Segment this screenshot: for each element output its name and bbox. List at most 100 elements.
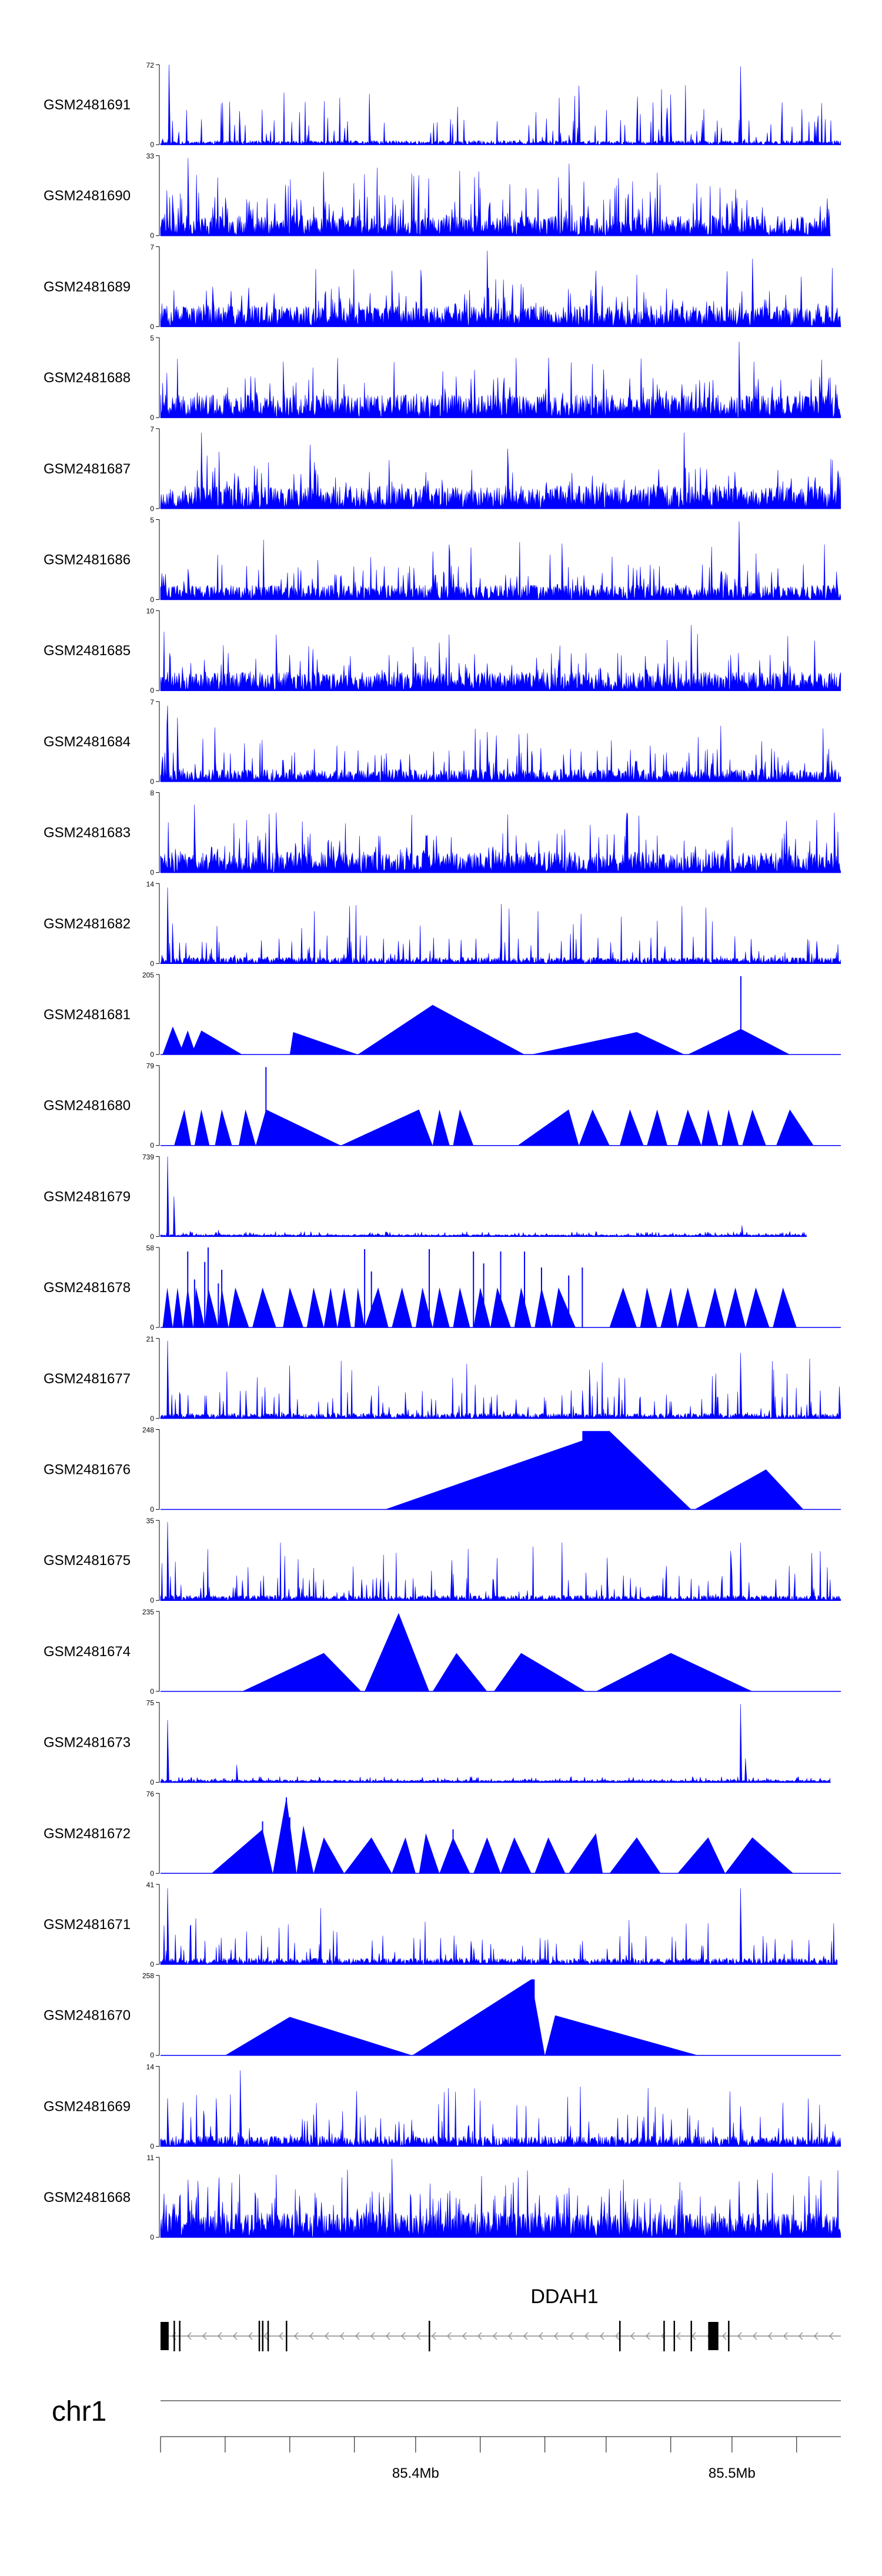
track-label: GSM2481669 (44, 2098, 131, 2114)
strand-arrow (615, 2332, 620, 2340)
coverage-segment (228, 1287, 249, 1328)
y-tick-label-max: 35 (146, 1517, 155, 1525)
coverage-segment (660, 1287, 678, 1328)
coverage-segment (432, 1287, 450, 1328)
coverage-segment (552, 1287, 576, 1328)
coverage-segment (365, 1613, 430, 1691)
track-label: GSM2481689 (44, 279, 131, 295)
coverage-area (160, 2158, 841, 2238)
track-label: GSM2481670 (44, 2008, 131, 2024)
y-tick-label-max: 11 (147, 2154, 155, 2162)
coverage-segment (493, 1653, 586, 1691)
y-tick-label-max: 10 (146, 607, 155, 615)
strand-arrow (233, 2332, 238, 2340)
track-label: GSM2481690 (44, 188, 131, 204)
coverage-area (160, 1704, 831, 1783)
exon (673, 2321, 676, 2351)
coverage-segment (531, 1032, 684, 1055)
coverage-segment (193, 1287, 205, 1328)
coverage-plateau (582, 1431, 610, 1510)
track: GSM2481671 41 0 (44, 1881, 838, 1968)
track: GSM2481690 33 0 (44, 152, 831, 240)
y-tick-label-max: 33 (146, 152, 155, 161)
y-tick-label-max: 7 (150, 698, 154, 706)
strand-arrow (493, 2332, 497, 2340)
coverage-area (160, 625, 841, 691)
chromosome-label: chr1 (52, 2396, 106, 2427)
track: GSM2481681 205 0 (44, 971, 841, 1059)
coverage-segment (432, 1109, 450, 1146)
coverage-segment (609, 1287, 637, 1328)
coverage-segment (306, 1287, 324, 1328)
coverage-segment (453, 1287, 470, 1328)
coverage-area (160, 2070, 841, 2147)
coverage-segment (415, 1287, 433, 1328)
strand-arrow (737, 2332, 742, 2340)
strand-arrow (829, 2332, 834, 2340)
y-tick-label-min: 0 (150, 1232, 154, 1240)
coverage-segment (358, 1005, 524, 1055)
coverage-segment (392, 1287, 413, 1328)
track-label: GSM2481682 (44, 916, 131, 932)
strand-arrow (263, 2332, 268, 2340)
track: GSM2481672 76 0 (44, 1790, 841, 1877)
coverage-segment (323, 1287, 338, 1328)
y-tick-label-min: 0 (150, 1687, 154, 1696)
track-label: GSM2481680 (44, 1098, 131, 1114)
coverage-segment (174, 1109, 192, 1146)
y-tick-label-min: 0 (150, 686, 154, 695)
y-tick-label-max: 5 (150, 516, 154, 525)
coverage-segment (419, 1833, 440, 1874)
track-label: GSM2481688 (44, 370, 131, 386)
strand-arrow (691, 2332, 696, 2340)
y-tick-label-max: 205 (142, 971, 154, 979)
coverage-segment (517, 1109, 579, 1146)
exon (728, 2321, 730, 2351)
y-tick-label-min: 0 (150, 1142, 154, 1150)
y-tick-label-max: 41 (146, 1881, 155, 1889)
y-tick-label-min: 0 (150, 959, 154, 967)
coverage-segment (194, 1109, 210, 1146)
strand-arrow (248, 2332, 253, 2340)
y-tick-label-min: 0 (150, 2142, 154, 2150)
y-tick-label-max: 5 (150, 334, 154, 342)
y-tick-label-min: 0 (150, 778, 154, 786)
y-tick-label-min: 0 (150, 505, 154, 513)
coverage-segment (283, 1287, 303, 1328)
strand-arrow (508, 2332, 513, 2340)
y-tick-label-min: 0 (150, 1414, 154, 1423)
coverage-segment (453, 1109, 474, 1146)
strand-arrow (676, 2332, 681, 2340)
track: GSM2481675 35 0 (44, 1517, 841, 1604)
coverage-segment (344, 1837, 392, 1874)
track: GSM2481674 235 0 (44, 1608, 841, 1696)
coverage-segment (534, 1287, 552, 1328)
genome-axis: chr1 85.4Mb 85.5Mb (52, 2396, 841, 2481)
gene-track: DDAH1 (161, 2285, 841, 2351)
coverage-area (160, 1340, 841, 1419)
coverage-segment (296, 1825, 314, 1874)
y-tick-label-min: 0 (150, 596, 154, 604)
strand-arrow (753, 2332, 757, 2340)
track: GSM2481689 7 0 (44, 243, 841, 331)
track-label: GSM2481687 (44, 461, 131, 477)
track: GSM2481678 58 0 (44, 1244, 841, 1332)
coverage-segment (354, 1287, 365, 1328)
exon (267, 2321, 269, 2351)
strand-arrow (279, 2332, 283, 2340)
coverage-segment (721, 1109, 739, 1146)
y-tick-label-min: 0 (150, 413, 154, 422)
gene-label: DDAH1 (530, 2285, 598, 2308)
exon (429, 2321, 430, 2351)
strand-arrow (432, 2332, 436, 2340)
coverage-segment (640, 1287, 657, 1328)
strand-arrow (523, 2332, 528, 2340)
track-label: GSM2481672 (44, 1826, 131, 1841)
y-tick-label-min: 0 (150, 1323, 154, 1332)
track-label: GSM2481684 (44, 734, 131, 750)
axis-tick-label: 85.4Mb (392, 2465, 439, 2481)
track: GSM2481669 14 0 (44, 2063, 841, 2150)
coverage-area (160, 521, 841, 600)
track-label: GSM2481676 (44, 1462, 131, 1478)
